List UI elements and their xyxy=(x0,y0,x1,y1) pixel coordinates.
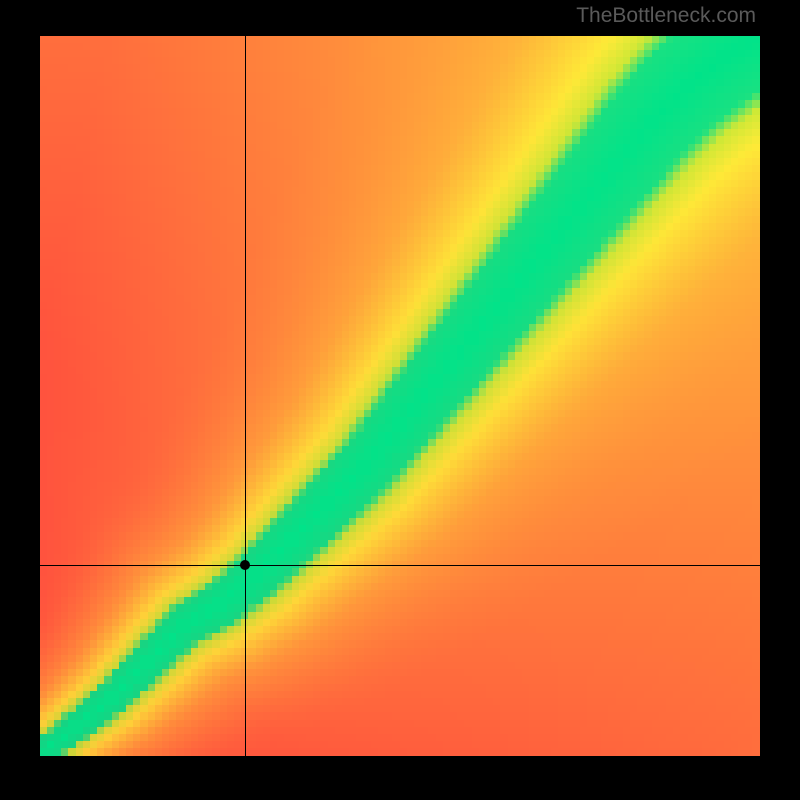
watermark-text: TheBottleneck.com xyxy=(576,4,756,28)
heatmap-plot xyxy=(40,36,760,756)
heatmap-canvas xyxy=(40,36,760,756)
